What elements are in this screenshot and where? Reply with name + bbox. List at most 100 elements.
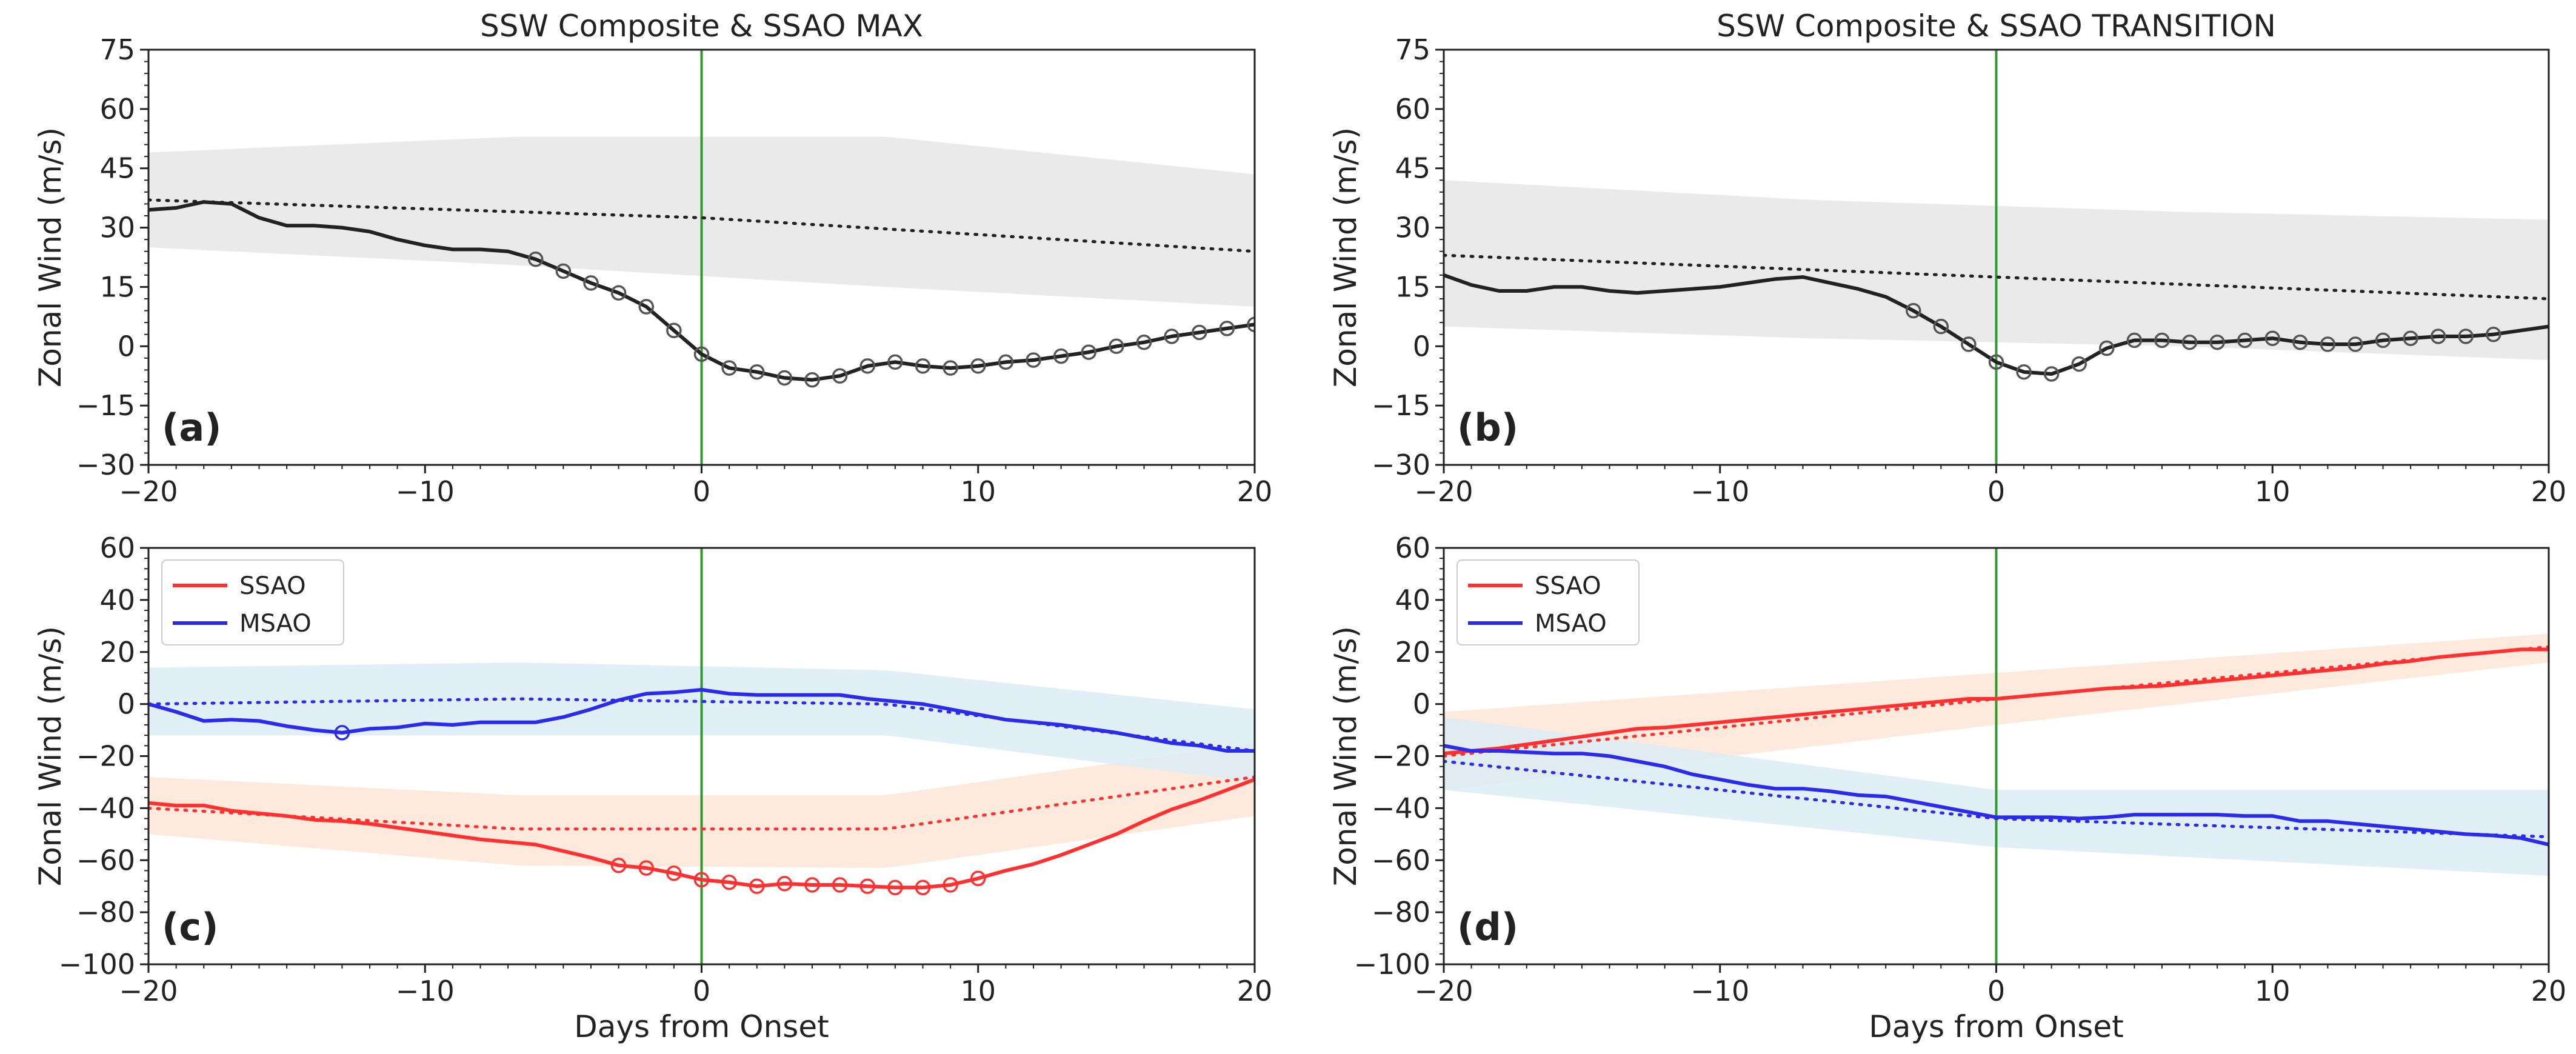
chart-title: SSW Composite & SSAO MAX <box>480 8 923 44</box>
marker-point <box>2016 364 2032 380</box>
y-tick-label: 75 <box>99 33 135 66</box>
y-axis-label: Zonal Wind (m/s) <box>1328 626 1363 886</box>
plot-area <box>1444 548 2549 964</box>
legend: SSAO MSAO <box>1457 559 1640 645</box>
marker-point <box>2320 336 2336 352</box>
series-line-composite <box>148 200 1255 382</box>
y-tick-label: 45 <box>99 152 135 185</box>
y-tick-label: −20 <box>1372 740 1430 773</box>
plot-area <box>1444 50 2549 465</box>
x-tick-label: 10 <box>960 975 996 1007</box>
marker-point <box>2209 335 2225 350</box>
legend-label-msao: MSAO <box>239 610 312 638</box>
y-tick-label: 30 <box>1395 212 1430 244</box>
marker-point <box>528 252 544 267</box>
x-tick-label: −10 <box>396 975 455 1007</box>
marker-point <box>1933 318 1949 335</box>
y-tick-label: −20 <box>76 740 135 773</box>
marker-point <box>832 368 848 384</box>
y-tick-label: −15 <box>76 389 135 422</box>
x-tick-label: 20 <box>2531 475 2567 508</box>
marker-point <box>2486 326 2501 342</box>
marker-point <box>2403 330 2418 346</box>
x-tick-label: −20 <box>119 975 178 1007</box>
y-tick-label: 30 <box>99 212 135 244</box>
x-axis-label: Days from Onset <box>574 1009 829 1044</box>
x-tick-label: −20 <box>119 475 178 508</box>
marker-point <box>2375 332 2391 349</box>
marker-point <box>2126 332 2143 349</box>
climatology-composite <box>1444 253 2549 301</box>
marker-point <box>2154 332 2170 349</box>
plot-area <box>148 50 1255 465</box>
y-tick-label: −60 <box>1372 844 1430 876</box>
panel-label: (a) <box>162 405 222 450</box>
marker-point <box>859 878 875 894</box>
marker-point <box>1988 354 2004 370</box>
legend-label-ssao: SSAO <box>239 572 306 600</box>
y-axis-label: Zonal Wind (m/s) <box>33 626 68 886</box>
marker-point <box>2347 336 2363 352</box>
marker-point <box>1961 336 1977 352</box>
y-tick-label: 0 <box>1413 688 1430 721</box>
y-tick-label: 40 <box>1395 584 1430 616</box>
legend-label-ssao: SSAO <box>1535 572 1601 600</box>
y-tick-label: 15 <box>1395 270 1430 303</box>
x-tick-label: −10 <box>396 475 455 508</box>
legend: SSAO MSAO <box>161 559 344 645</box>
marker-point <box>970 358 986 374</box>
series-line-msao <box>1444 744 2549 847</box>
marker-point <box>887 879 903 896</box>
panel-c: −20 −10 0 10 20−100−80−60−40−200204060Zonal … <box>33 532 1272 1044</box>
y-tick-label: −15 <box>1372 389 1430 422</box>
y-tick-label: 60 <box>99 93 135 125</box>
marker-point <box>2071 356 2087 372</box>
marker-point <box>1136 335 1152 350</box>
marker-point <box>1906 302 1921 319</box>
y-tick-label: 60 <box>99 532 135 564</box>
y-tick-label: 0 <box>118 330 135 362</box>
marker-point <box>859 358 875 374</box>
x-tick-label: 0 <box>693 975 710 1007</box>
series-line-ssao <box>148 778 1255 890</box>
marker-point <box>887 354 903 370</box>
y-tick-label: −40 <box>1372 792 1430 824</box>
marker-point <box>915 879 931 896</box>
marker-point <box>2099 340 2115 356</box>
marker-point <box>610 285 627 301</box>
y-axis-label: Zonal Wind (m/s) <box>33 127 68 387</box>
y-tick-label: 60 <box>1395 93 1430 125</box>
marker-point <box>638 860 654 876</box>
x-tick-label: 10 <box>2255 975 2291 1007</box>
y-tick-label: 15 <box>99 270 135 303</box>
y-tick-label: 0 <box>118 688 135 721</box>
marker-point <box>666 865 682 881</box>
y-tick-label: −30 <box>76 449 135 481</box>
marker-point <box>832 877 848 893</box>
marker-point <box>998 354 1014 370</box>
x-tick-label: 20 <box>1237 475 1273 508</box>
x-tick-label: 10 <box>2255 475 2291 508</box>
y-tick-label: 20 <box>1395 636 1430 669</box>
marker-point <box>721 874 737 890</box>
marker-point <box>638 299 654 315</box>
y-tick-label: 75 <box>1395 33 1430 66</box>
marker-point <box>666 322 682 338</box>
marker-point <box>943 877 958 893</box>
x-tick-label: 0 <box>1987 475 2005 508</box>
marker-point <box>1192 324 1207 341</box>
x-tick-label: 20 <box>1237 975 1273 1007</box>
plot-area <box>148 548 1255 964</box>
y-tick-label: 40 <box>99 584 135 616</box>
marker-point <box>1081 344 1096 360</box>
series-line-msao <box>148 688 1255 753</box>
marker-point <box>1053 348 1069 364</box>
marker-point <box>721 360 737 376</box>
marker-point <box>776 370 793 386</box>
climatology-msao <box>148 697 1255 753</box>
climatology-composite <box>148 198 1255 253</box>
marker-point <box>693 872 710 888</box>
y-tick-label: 20 <box>99 636 135 669</box>
marker-point <box>2237 332 2253 349</box>
